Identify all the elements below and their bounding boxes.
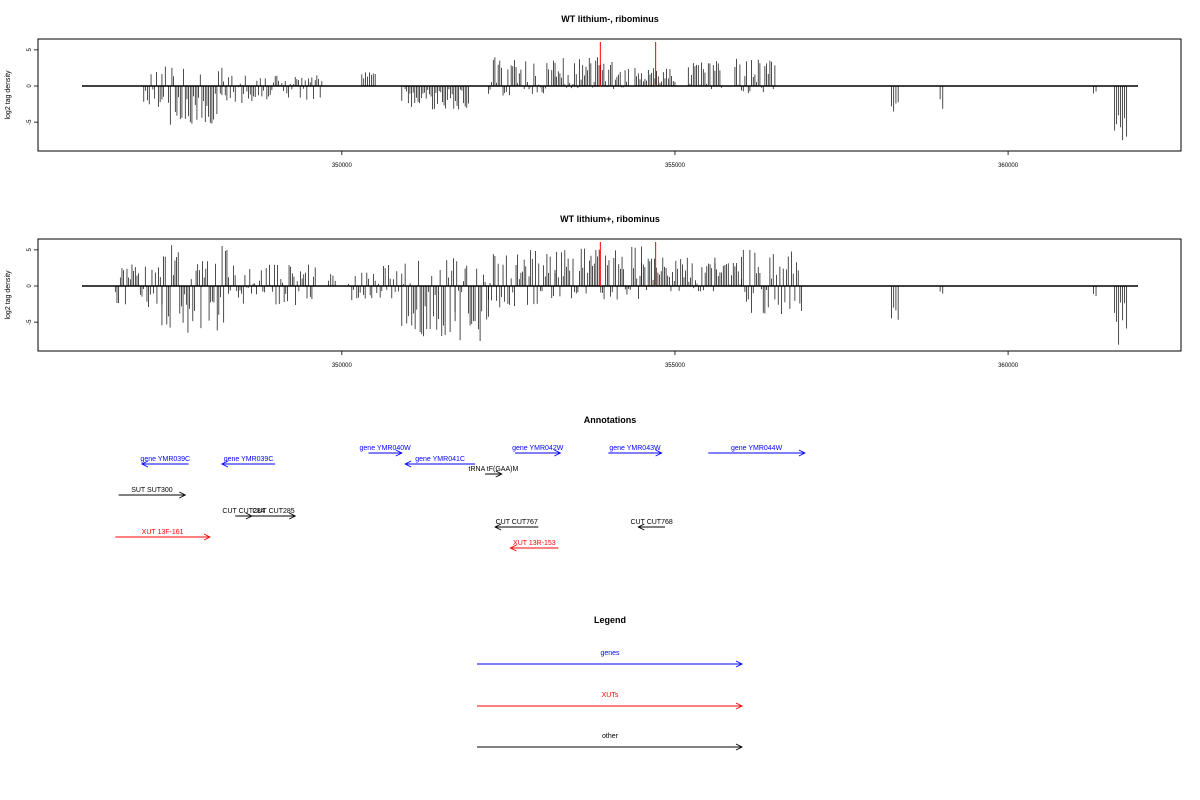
arrow-head	[509, 544, 517, 552]
feature-arrow	[515, 449, 562, 457]
y-axis-label: log2 tag density	[5, 270, 12, 320]
arrow-head	[395, 449, 403, 457]
legend-label-genes: genes	[600, 650, 620, 657]
legend-arrow-genes	[477, 660, 744, 668]
feature-label: gene YMR044W	[731, 445, 783, 452]
arrow-head	[798, 449, 806, 457]
y-axis-label: log2 tag density	[5, 70, 12, 120]
x-tick-label: 360000	[998, 163, 1019, 169]
feature-label: gene YMR040W	[360, 445, 412, 452]
feature-arrow	[708, 449, 806, 457]
x-tick-label: 355000	[665, 163, 686, 169]
arrow-head	[735, 702, 744, 710]
plot-frame	[37, 238, 1182, 352]
x-tick-label: 355000	[665, 363, 686, 369]
y-tick-label: 0	[27, 84, 33, 88]
arrow-head	[288, 512, 297, 520]
annotations-title: Annotations	[584, 415, 637, 425]
feature-label: CUT CUT768	[630, 519, 672, 526]
feature-arrow	[404, 460, 476, 468]
y-tick-label: 0	[27, 284, 33, 288]
arrow-head	[203, 533, 211, 541]
feature-arrow	[118, 491, 187, 499]
panel-lithium-plus: WT lithium+, ribominus 350000 355000 360000…	[5, 214, 1182, 369]
feature-label: gene YMR043W	[609, 445, 661, 452]
plot-frame	[37, 38, 1182, 152]
feature-arrow	[494, 523, 539, 531]
arrow-head	[220, 460, 229, 468]
legend-arrow-XUTs	[477, 702, 744, 710]
feature-arrow	[251, 512, 297, 520]
legend: Legend genes XUTs other	[477, 615, 744, 751]
legend-title: Legend	[594, 615, 626, 625]
y-tick-label: -5	[27, 119, 33, 125]
x-tick-label: 360000	[998, 363, 1019, 369]
feature-label: XUT 13F-161	[142, 529, 184, 536]
arrow-head	[554, 449, 562, 457]
x-tick-label: 350000	[332, 363, 353, 369]
arrow-head	[140, 460, 149, 468]
feature-arrow	[140, 460, 189, 468]
feature-label: gene YMR039C	[140, 456, 190, 463]
legend-label-other: other	[602, 733, 619, 740]
y-tick-label: 5	[27, 248, 33, 252]
arrow-head	[404, 460, 412, 468]
feature-label: XUT 13R-153	[513, 540, 556, 547]
arrow-head	[179, 491, 187, 499]
panel-title: WT lithium+, ribominus	[560, 214, 660, 224]
legend-label-XUTs: XUTs	[602, 692, 619, 699]
annotations-track: Annotations gene YMR039C gene YMR039C gene…	[115, 415, 806, 552]
feature-arrow	[637, 523, 665, 531]
y-tick-label: -5	[27, 319, 33, 325]
density-spikes	[114, 245, 1128, 345]
feature-arrow	[220, 460, 276, 468]
arrow-head	[655, 449, 663, 457]
feature-arrow	[115, 533, 211, 541]
feature-label: CUT CUT284	[222, 508, 264, 515]
feature-label: tRNA tF(GAA)M	[469, 466, 519, 473]
y-tick-label: 5	[27, 48, 33, 52]
feature-label: gene YMR041C	[415, 456, 465, 463]
arrow-head	[735, 660, 744, 668]
arrow-head	[495, 470, 503, 478]
arrow-head	[735, 743, 744, 751]
density-spikes	[141, 57, 1128, 141]
x-tick-label: 350000	[332, 163, 353, 169]
panel-title: WT lithium-, ribominus	[561, 14, 659, 24]
arrow-head	[494, 523, 502, 531]
legend-arrow-other	[477, 743, 744, 751]
feature-arrow	[509, 544, 559, 552]
feature-label: gene YMR039C	[224, 456, 274, 463]
feature-arrow	[608, 449, 663, 457]
feature-label: CUT CUT767	[496, 519, 538, 526]
feature-arrow	[368, 449, 403, 457]
feature-label: gene YMR042W	[512, 445, 564, 452]
feature-label: SUT SUT300	[131, 487, 173, 494]
panel-lithium-minus: WT lithium-, ribominus 350000 355000 360000…	[5, 14, 1182, 169]
arrow-head	[637, 523, 645, 531]
feature-label: CUT CUT285	[252, 508, 294, 515]
feature-arrow	[485, 470, 503, 478]
